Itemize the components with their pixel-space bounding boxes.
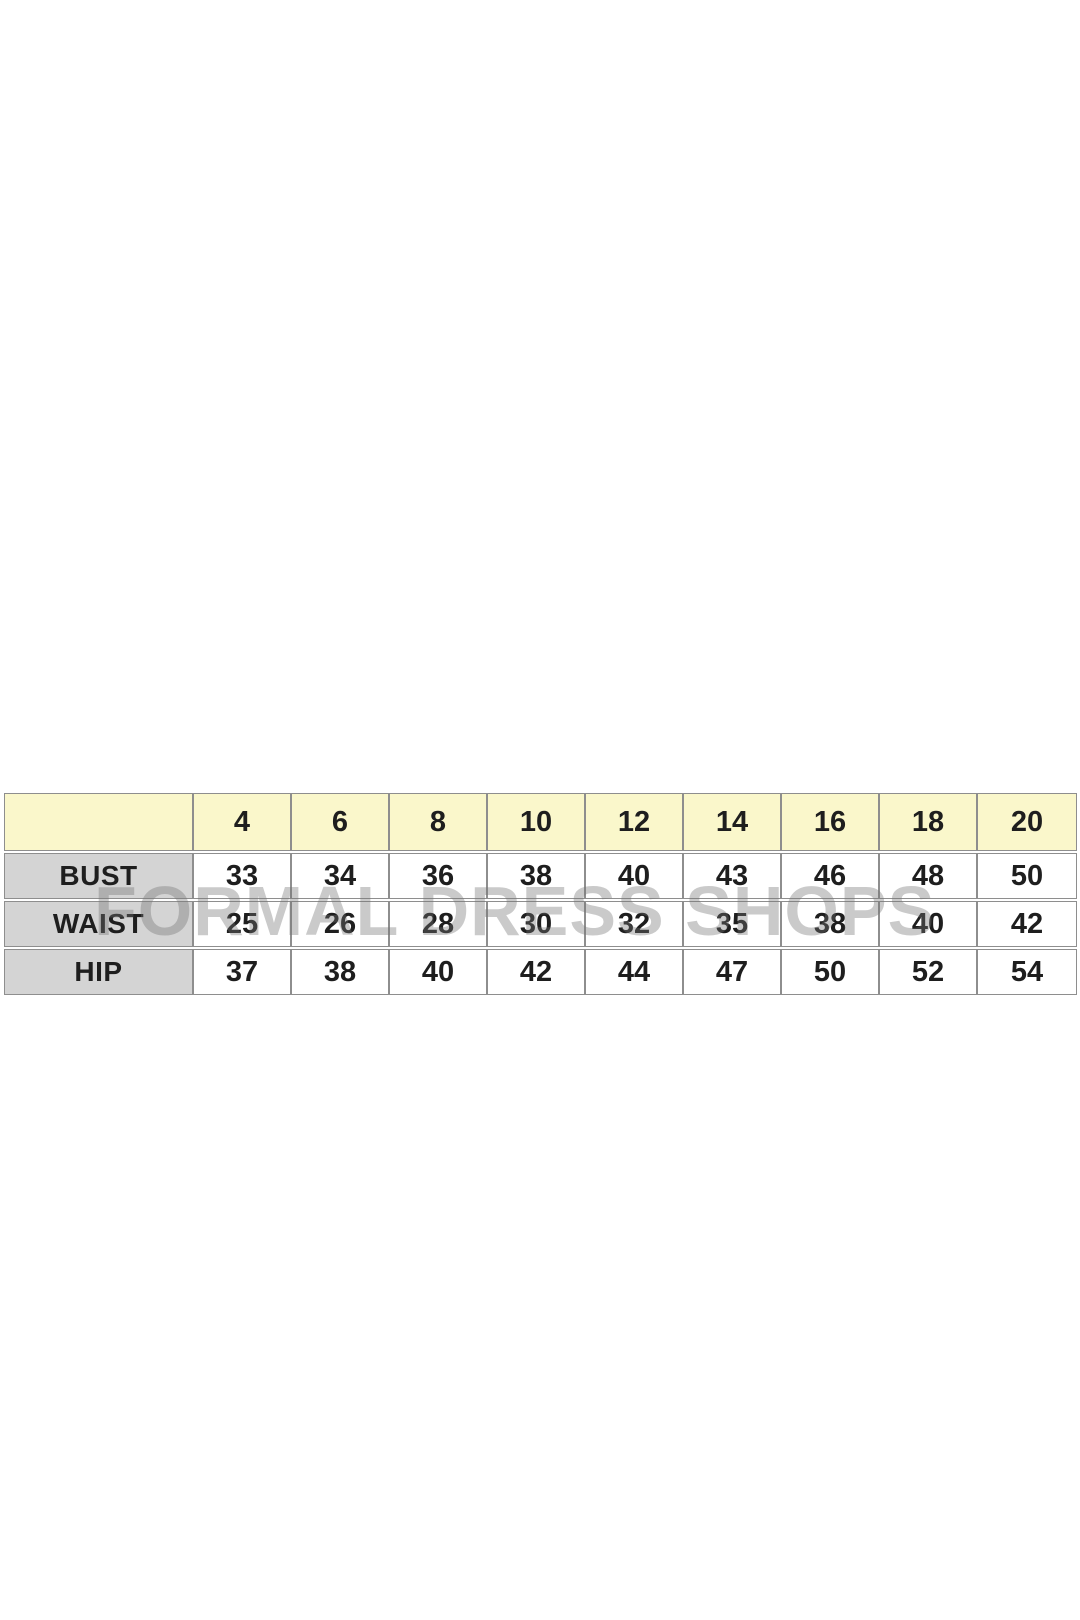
hip-value-cell: 40 [389, 949, 487, 995]
hip-row: HIP 37 38 40 42 44 47 50 52 54 [4, 949, 1077, 995]
measurement-label-waist: WAIST [4, 901, 193, 947]
size-header-cell: 4 [193, 793, 291, 851]
size-header-cell: 16 [781, 793, 879, 851]
waist-value-cell: 30 [487, 901, 585, 947]
bust-row: BUST 33 34 36 38 40 43 46 48 50 [4, 853, 1077, 899]
bust-value-cell: 38 [487, 853, 585, 899]
bust-value-cell: 48 [879, 853, 977, 899]
waist-value-cell: 42 [977, 901, 1077, 947]
size-header-cell: 8 [389, 793, 487, 851]
waist-row: WAIST 25 26 28 30 32 35 38 40 42 [4, 901, 1077, 947]
measurement-label-hip: HIP [4, 949, 193, 995]
measurement-label-bust: BUST [4, 853, 193, 899]
size-header-cell: 20 [977, 793, 1077, 851]
waist-value-cell: 26 [291, 901, 389, 947]
bust-value-cell: 34 [291, 853, 389, 899]
size-header-row: 4 6 8 10 12 14 16 18 20 [4, 793, 1077, 851]
waist-value-cell: 35 [683, 901, 781, 947]
bust-value-cell: 50 [977, 853, 1077, 899]
waist-value-cell: 32 [585, 901, 683, 947]
size-header-cell: 10 [487, 793, 585, 851]
size-header-cell: 18 [879, 793, 977, 851]
waist-value-cell: 25 [193, 901, 291, 947]
hip-value-cell: 38 [291, 949, 389, 995]
hip-value-cell: 37 [193, 949, 291, 995]
hip-value-cell: 52 [879, 949, 977, 995]
corner-cell [4, 793, 193, 851]
size-header-cell: 14 [683, 793, 781, 851]
waist-value-cell: 38 [781, 901, 879, 947]
size-header-cell: 12 [585, 793, 683, 851]
waist-value-cell: 28 [389, 901, 487, 947]
waist-value-cell: 40 [879, 901, 977, 947]
size-chart-table: 4 6 8 10 12 14 16 18 20 BUST 33 34 36 38… [4, 791, 1077, 997]
bust-value-cell: 43 [683, 853, 781, 899]
hip-value-cell: 50 [781, 949, 879, 995]
bust-value-cell: 33 [193, 853, 291, 899]
hip-value-cell: 47 [683, 949, 781, 995]
bust-value-cell: 46 [781, 853, 879, 899]
bust-value-cell: 36 [389, 853, 487, 899]
hip-value-cell: 44 [585, 949, 683, 995]
bust-value-cell: 40 [585, 853, 683, 899]
hip-value-cell: 42 [487, 949, 585, 995]
size-header-cell: 6 [291, 793, 389, 851]
hip-value-cell: 54 [977, 949, 1077, 995]
